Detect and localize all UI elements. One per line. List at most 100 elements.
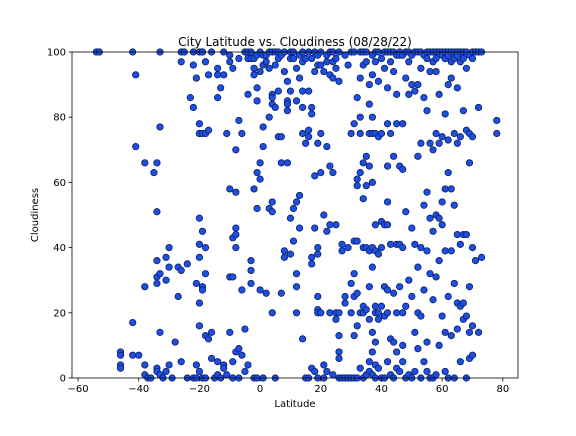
data-point — [177, 266, 185, 275]
data-point — [353, 289, 361, 297]
data-point — [441, 185, 449, 193]
data-point — [156, 328, 164, 336]
data-point — [192, 279, 200, 288]
data-point — [141, 283, 149, 291]
data-point — [462, 230, 471, 239]
data-point — [441, 328, 449, 336]
data-point — [241, 367, 249, 376]
data-point — [241, 325, 249, 333]
data-point — [390, 338, 398, 346]
data-point — [247, 257, 255, 265]
data-point — [214, 358, 222, 366]
data-point — [399, 120, 407, 128]
data-point — [365, 81, 373, 89]
data-point — [365, 358, 373, 366]
data-point — [198, 286, 207, 294]
data-point — [116, 364, 125, 372]
data-point — [383, 84, 392, 92]
data-point — [393, 348, 401, 356]
data-point — [232, 244, 240, 252]
data-point — [341, 292, 349, 301]
data-point — [465, 159, 474, 167]
data-point — [390, 152, 398, 160]
data-point — [408, 292, 416, 301]
data-point — [220, 71, 228, 79]
data-point — [423, 338, 431, 346]
data-point — [341, 299, 349, 307]
x-tick-label: 0 — [257, 384, 263, 395]
data-point — [390, 289, 398, 297]
data-point — [232, 146, 240, 154]
data-point — [277, 159, 285, 167]
data-point — [238, 286, 246, 294]
data-point — [399, 309, 407, 317]
data-point — [326, 221, 334, 229]
data-point — [338, 247, 346, 255]
data-point — [417, 139, 425, 147]
data-point — [195, 214, 204, 222]
data-point — [374, 364, 383, 372]
data-point — [238, 351, 246, 359]
data-point — [335, 354, 343, 363]
data-point — [232, 188, 240, 196]
data-point — [286, 87, 295, 95]
data-point — [371, 221, 379, 229]
data-point — [332, 315, 340, 323]
data-point — [344, 61, 352, 69]
x-axis-label: Latitude — [274, 399, 315, 410]
y-tick-label: 60 — [53, 178, 66, 189]
data-point — [456, 358, 464, 366]
data-point — [292, 283, 301, 291]
data-point — [153, 279, 161, 288]
data-point — [371, 58, 379, 66]
data-point — [420, 286, 428, 294]
data-point — [356, 113, 364, 121]
data-point — [383, 286, 392, 294]
data-point — [353, 322, 361, 330]
data-point — [232, 230, 240, 239]
data-point — [189, 61, 197, 69]
data-point — [453, 139, 461, 147]
data-point — [383, 309, 392, 317]
data-point — [377, 54, 386, 63]
data-point — [268, 208, 276, 216]
data-point — [423, 367, 431, 376]
data-point — [423, 54, 431, 63]
data-point — [259, 123, 267, 131]
data-point — [362, 58, 370, 66]
data-point — [426, 139, 434, 147]
data-point — [365, 162, 373, 170]
points-layer — [92, 48, 501, 382]
data-point — [214, 71, 222, 79]
data-point — [399, 165, 407, 173]
data-point — [283, 77, 292, 85]
data-point — [195, 253, 204, 261]
data-point — [441, 247, 449, 255]
data-point — [189, 103, 197, 112]
data-point — [393, 120, 401, 128]
data-point — [132, 142, 140, 151]
data-point — [420, 94, 428, 102]
data-point — [141, 361, 149, 369]
data-point — [238, 129, 246, 138]
data-point — [429, 227, 437, 235]
data-point — [417, 312, 425, 320]
data-point — [426, 67, 434, 76]
data-point — [350, 120, 358, 128]
data-point — [226, 185, 234, 193]
data-point — [271, 61, 279, 69]
data-point — [250, 71, 258, 79]
data-point — [432, 273, 440, 281]
data-point — [256, 175, 264, 183]
data-point — [396, 367, 404, 376]
data-point — [308, 253, 316, 261]
data-point — [414, 81, 422, 89]
data-point — [298, 87, 307, 95]
data-point — [338, 240, 346, 248]
data-point — [171, 338, 179, 346]
data-point — [423, 247, 431, 255]
data-point — [493, 129, 501, 138]
data-point — [320, 67, 328, 76]
data-point — [344, 244, 352, 252]
data-point — [198, 227, 207, 235]
